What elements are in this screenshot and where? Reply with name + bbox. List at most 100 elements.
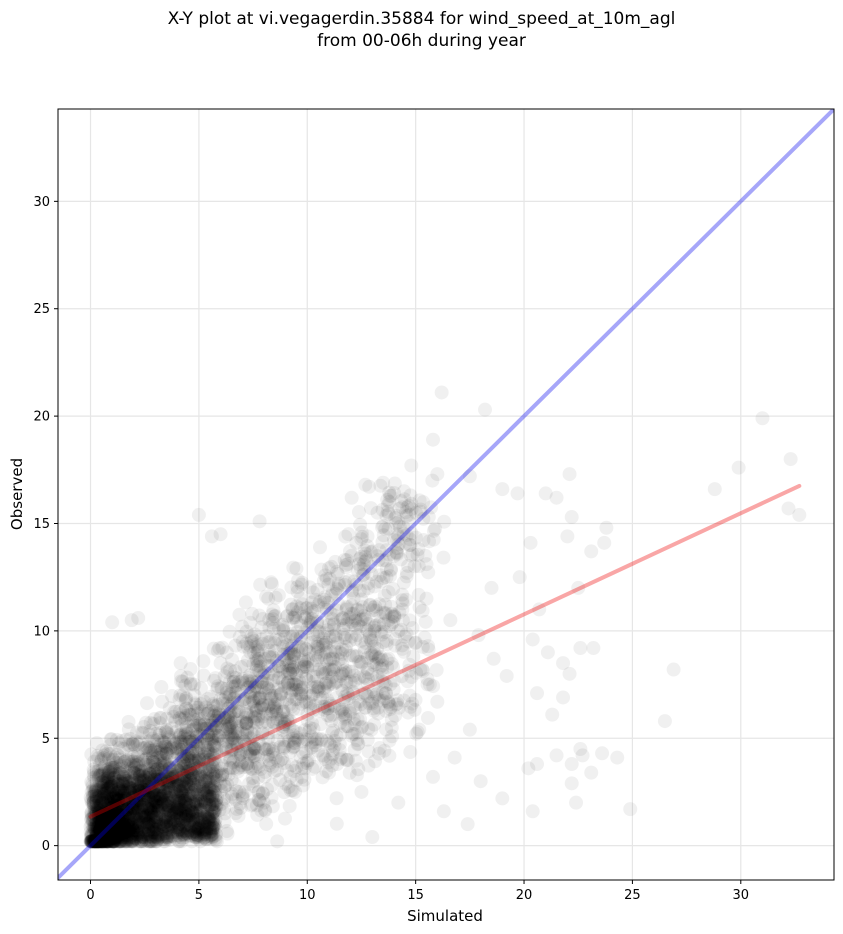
data-point [113,752,128,767]
data-point [133,793,148,808]
data-point [173,759,188,774]
data-point [115,783,130,798]
data-point [287,735,302,750]
data-point [214,708,229,723]
data-point [240,680,255,695]
data-point [380,492,395,507]
data-point [192,752,207,767]
chart-title-line-1: X-Y plot at vi.vegagerdin.35884 for wind… [167,9,676,29]
data-point [237,658,252,673]
data-point [153,771,168,786]
data-point [289,725,304,740]
data-point [376,605,391,620]
data-point [131,813,146,828]
data-point [179,720,194,735]
data-point [119,834,134,849]
data-point [174,712,189,727]
data-point [110,784,125,799]
data-point [114,805,129,820]
data-point [99,834,114,849]
data-point [243,686,258,701]
data-point [384,699,399,714]
data-point [286,739,301,754]
data-point [145,754,160,769]
data-point [138,740,153,755]
data-point [145,775,160,790]
data-point [128,760,143,775]
data-point [297,732,312,747]
data-point [293,601,308,616]
data-point [380,498,395,513]
data-point [105,834,120,849]
data-point [304,635,319,650]
data-point [127,760,142,775]
data-point [266,667,281,682]
data-point [133,800,148,815]
data-point [202,771,217,786]
data-point [318,676,333,691]
data-point [84,817,99,832]
data-point [387,609,402,624]
data-point [316,667,331,682]
data-point [391,795,406,810]
data-point [190,700,205,715]
data-point [204,713,219,728]
data-point [231,704,246,719]
data-point [264,790,279,805]
data-point [281,663,296,678]
data-point [88,829,103,844]
data-point [93,833,108,848]
data-point [357,685,372,700]
data-point [110,822,125,837]
data-point [562,666,577,681]
data-point [310,582,325,597]
data-point [221,730,236,745]
data-point [364,667,379,682]
data-point [113,788,128,803]
data-point [98,827,113,842]
data-point [209,745,224,760]
data-point [183,677,198,692]
data-point [105,760,120,775]
data-point [105,819,120,834]
data-point [214,681,229,696]
data-point [100,791,115,806]
data-point [336,707,351,722]
data-point [408,636,423,651]
data-point [232,784,247,799]
data-point [219,740,234,755]
data-point [106,775,121,790]
data-point [376,475,391,490]
data-point [110,777,125,792]
data-point [90,833,105,848]
data-point [251,785,266,800]
data-point [130,809,145,824]
data-point [328,628,343,643]
data-point [307,634,322,649]
data-point [335,683,350,698]
data-point [84,827,99,842]
data-point [330,635,345,650]
data-point [358,477,373,492]
data-point [160,774,175,789]
data-point [100,774,115,789]
data-point [278,717,293,732]
data-point [115,816,130,831]
data-point [198,762,213,777]
data-point [139,791,154,806]
data-point [122,832,137,847]
data-point [158,784,173,799]
data-point [104,816,119,831]
data-point [269,703,284,718]
data-point [90,805,105,820]
data-point [262,697,277,712]
data-point [318,568,333,583]
data-point [131,825,146,840]
data-point [156,755,171,770]
data-point [91,808,106,823]
data-point [355,529,370,544]
data-point [391,700,406,715]
data-point [150,762,165,777]
data-point [275,719,290,734]
data-point [122,776,137,791]
